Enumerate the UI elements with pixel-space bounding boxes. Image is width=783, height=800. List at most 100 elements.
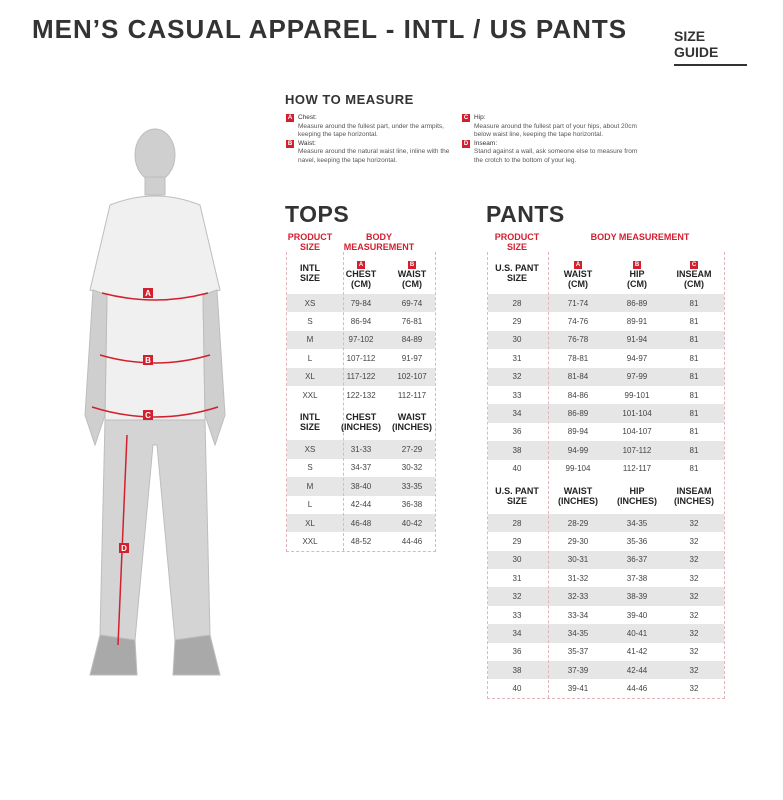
table-cell: 32	[689, 573, 699, 583]
table-cell: 36-38	[401, 500, 423, 510]
table-row: S 86-94 76-81	[287, 312, 435, 330]
table-cell: 40-41	[626, 628, 648, 638]
column-header: B HIP (CM)	[610, 258, 664, 289]
header-text: INSEAM (INCHES)	[674, 485, 714, 506]
table-cell: 86-89	[626, 298, 648, 308]
table-cell: 81	[689, 298, 699, 308]
table-cell: XS	[304, 298, 316, 308]
header-text: U.S. PANT SIZE	[495, 485, 539, 506]
table-cell: 37-39	[567, 665, 589, 675]
table-cell: XL	[305, 518, 315, 528]
table-row: XL 117-122 102-107	[287, 367, 435, 386]
pants-body-measurement: BODY MEASUREMENT	[590, 232, 690, 242]
table-row: 32 32-33 38-39 32	[488, 587, 724, 606]
table-cell: 33	[512, 390, 522, 400]
table-cell: 30	[512, 555, 522, 565]
table-cell: XXL	[302, 390, 318, 400]
table-cell: 44-46	[401, 536, 423, 546]
table-cell: L	[307, 500, 313, 510]
table-cell: 101-104	[622, 409, 652, 419]
table-cell: 97-99	[626, 372, 648, 382]
table-cell: 40	[512, 464, 522, 474]
marker-b: B	[145, 356, 151, 365]
size-guide-label: SIZE GUIDE	[674, 28, 747, 66]
table-cell: 27-29	[401, 445, 423, 455]
table-cell: 38-40	[350, 481, 372, 491]
table-cell: 36	[512, 427, 522, 437]
table-cell: 42-44	[350, 500, 372, 510]
table-cell: 84-86	[567, 390, 589, 400]
table-cell: 94-97	[626, 353, 648, 363]
table-cell: 117-122	[346, 372, 376, 382]
table-cell: 86-89	[567, 409, 589, 419]
measure-label: Waist:	[298, 139, 316, 147]
table-cell: XL	[305, 372, 315, 382]
header-text: CHEST (INCHES)	[341, 412, 381, 433]
table-row: 32 81-84 97-99 81	[488, 367, 724, 386]
table-row: XXL 48-52 44-46	[287, 532, 435, 550]
table-cell: S	[307, 317, 313, 327]
table-cell: 35-36	[626, 536, 648, 546]
table-cell: 33	[512, 610, 522, 620]
table-row: 28 71-74 86-89 81	[488, 294, 724, 313]
table-cell: 32	[689, 610, 699, 620]
table-cell: 39-40	[626, 610, 648, 620]
marker-c: C	[145, 411, 151, 420]
table-row: 30 76-78 91-94 81	[488, 330, 724, 350]
table-cell: 34-35	[626, 518, 648, 528]
table-cell: 81	[689, 353, 699, 363]
table-cell: 39-41	[567, 684, 589, 694]
table-cell: 32	[689, 665, 699, 675]
table-cell: 30-32	[401, 463, 423, 473]
header-text: U.S. PANT SIZE	[495, 263, 539, 283]
table-cell: 91-94	[626, 335, 648, 345]
marker-d: D	[121, 544, 127, 553]
table-row: 29 29-30 35-36 32	[488, 532, 724, 550]
header-row: INTL SIZE A CHEST (CM) B WAIST (CM)	[287, 252, 435, 294]
table-row: XL 46-48 40-42	[287, 513, 435, 533]
table-cell: 78-81	[567, 353, 589, 363]
table-cell: 91-97	[401, 353, 423, 363]
table-cell: 38	[512, 445, 522, 455]
table-cell: 99-104	[565, 464, 591, 474]
table-row: 31 31-32 37-38 32	[488, 569, 724, 587]
table-cell: 84-89	[401, 335, 423, 345]
table-row: S 34-37 30-32	[287, 459, 435, 477]
table-cell: 34	[512, 628, 522, 638]
header-text: WAIST (CM)	[397, 268, 427, 289]
table-cell: 122-132	[346, 390, 376, 400]
table-cell: 102-107	[397, 372, 427, 382]
table-cell: 35-37	[567, 647, 589, 657]
column-header: B WAIST (CM)	[389, 258, 435, 289]
header-row: U.S. PANT SIZE A WAIST (CM) B HIP (CM) C INSEAM (C…	[488, 252, 724, 294]
table-cell: 48-52	[350, 536, 372, 546]
table-cell: 36-37	[626, 555, 648, 565]
table-cell: 79-84	[350, 298, 372, 308]
table-cell: 97-102	[348, 335, 374, 345]
pants-title: PANTS	[486, 201, 565, 227]
table-cell: 36	[512, 647, 522, 657]
table-cell: 33-35	[401, 481, 423, 491]
marker-a: A	[145, 289, 151, 298]
table-cell: 81	[689, 427, 699, 437]
model-figure: A B C D	[84, 128, 226, 676]
table-cell: 29	[512, 536, 522, 546]
table-cell: 29	[512, 317, 522, 327]
column-header: C INSEAM (CM)	[664, 258, 724, 289]
table-cell: 71-74	[567, 298, 589, 308]
measure-item-chest: A Chest: Measure around the fullest part, …	[286, 114, 456, 140]
measure-desc: Stand against a wall, ask someone else t…	[474, 148, 638, 164]
tops-product-size: PRODUCT SIZE	[287, 232, 333, 252]
header-text: INTL SIZE	[299, 263, 320, 283]
table-row: XS 79-84 69-74	[287, 294, 435, 313]
table-cell: 112-117	[622, 464, 652, 474]
table-cell: 107-112	[346, 353, 376, 363]
table-cell: 34-35	[567, 628, 589, 638]
table-cell: 33-34	[567, 610, 589, 620]
column-header: A WAIST (CM)	[546, 258, 610, 289]
table-row: 40 39-41 44-46 32	[488, 679, 724, 697]
table-cell: 28	[512, 518, 522, 528]
table-row: 38 37-39 42-44 32	[488, 661, 724, 680]
table-cell: 41-42	[626, 647, 648, 657]
table-cell: 31	[512, 353, 522, 363]
